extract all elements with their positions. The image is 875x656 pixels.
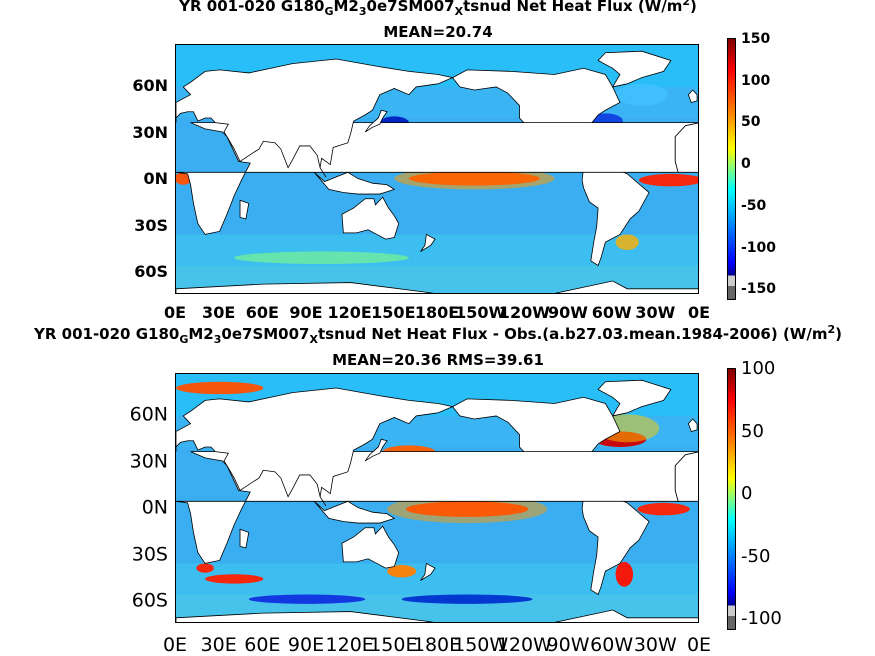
colorbar-tick-label: 50 [741, 420, 764, 442]
y-tick-label: 30N [132, 122, 168, 142]
land-africa-wrap [674, 122, 698, 173]
colorbar-tick-label: -50 [741, 545, 771, 567]
land-new-zealand [420, 233, 436, 252]
land-eurasia [176, 58, 454, 178]
y-tick-label: 60S [131, 589, 168, 612]
x-tick-label: 60W [590, 634, 634, 656]
blob-s-ocean-1 [248, 594, 366, 604]
x-tick-label: 150E [369, 634, 418, 656]
x-tick-label: 90E [287, 634, 325, 656]
x-tick-label: 150W [455, 303, 507, 322]
colorbar-1 [727, 38, 736, 300]
colorbar-tick-label: 50 [741, 114, 761, 131]
colorbar-tick-label: -100 [741, 239, 777, 256]
colorbar-tick-label: -150 [741, 281, 777, 298]
y-tick-label: 60S [134, 262, 168, 282]
blob-eq-atlantic [637, 502, 690, 516]
land-greenland [597, 50, 672, 88]
blob-brazil [615, 234, 639, 250]
blob-n-atlantic [615, 83, 668, 106]
colorbar-2 [727, 368, 736, 630]
land-indonesia [313, 171, 396, 195]
chart-2-subtitle: MEAN=20.36 RMS=39.61 [332, 351, 544, 369]
x-tick-label: 0E [162, 634, 188, 656]
y-tick-label: 60N [132, 75, 168, 95]
blob-tasman [387, 564, 417, 578]
x-tick-label: 0E [686, 634, 712, 656]
colorbar-tick-label: 150 [741, 31, 771, 47]
blob-arctic [176, 381, 264, 395]
y-tick-label: 0N [141, 496, 168, 519]
y-tick-label: 30N [129, 450, 168, 472]
x-tick-label: 120E [327, 303, 372, 322]
x-tick-label: 150E [371, 303, 416, 322]
y-tick-label: 0N [143, 169, 168, 189]
land-south-america [581, 162, 650, 267]
chart-1-title: YR 001-020 G180GM230e7SM007Xtsnud Net He… [179, 0, 697, 18]
colorbar-tick-label: -100 [741, 608, 782, 630]
x-tick-label: 0E [687, 303, 711, 322]
blob-eq-atlantic [638, 173, 698, 187]
y-tick-label: 30S [131, 543, 168, 566]
blob-eq-pacific-edge [387, 495, 548, 524]
x-tick-label: 90W [546, 634, 590, 656]
land-madagascar [239, 199, 250, 220]
colorbar-tick-label: 0 [741, 156, 751, 173]
map-1 [175, 44, 699, 294]
blob-eq-pacific-edge [394, 167, 555, 190]
x-tick-label: 150W [453, 634, 509, 656]
x-tick-label: 30W [635, 303, 676, 322]
map-1-svg [176, 45, 698, 293]
x-tick-label: 60E [245, 303, 279, 322]
land-australia [341, 525, 400, 569]
blob-s-ocean-2 [401, 594, 533, 604]
land-greenland [597, 379, 672, 417]
land-antarctica [176, 609, 698, 622]
y-tick-label: 30S [134, 215, 168, 235]
land-madagascar [239, 528, 250, 549]
x-tick-label: 180E [414, 303, 460, 322]
x-tick-label: 120W [498, 303, 550, 322]
land-africa-wrap [674, 451, 698, 502]
colorbar-tick-label: -50 [741, 197, 767, 214]
chart-1-subtitle: MEAN=20.74 [383, 23, 493, 41]
chart-2-title: YR 001-020 G180GM230e7SM007Xtsnud Net He… [34, 323, 842, 346]
blob-cape [196, 563, 214, 573]
colorbar-tick-label: 100 [741, 358, 776, 379]
land-uk [687, 418, 698, 432]
land-south-america [581, 491, 650, 596]
x-tick-label: 60W [591, 303, 632, 322]
x-tick-label: 120W [496, 634, 552, 656]
colorbar-tick-label: 0 [741, 483, 753, 505]
x-tick-label: 30W [633, 634, 677, 656]
x-tick-label: 30E [202, 303, 236, 322]
blob-s-ocean-red [205, 574, 264, 584]
x-tick-label: 30E [200, 634, 237, 656]
map-2 [175, 373, 699, 623]
land-japan [364, 438, 388, 462]
x-tick-label: 120E [325, 634, 374, 656]
land-indonesia [313, 500, 396, 524]
land-new-zealand [420, 562, 436, 581]
x-tick-label: 0E [163, 303, 187, 322]
x-tick-label: 180E [412, 634, 462, 656]
blob-brazil-malvinas [615, 561, 634, 587]
x-tick-label: 60E [244, 634, 281, 656]
land-eurasia [176, 387, 454, 507]
land-antarctica [176, 280, 698, 293]
land-africa [176, 451, 698, 564]
map-2-svg [176, 374, 698, 622]
x-tick-label: 90W [548, 303, 588, 322]
land-australia [341, 196, 400, 240]
x-tick-label: 90E [289, 303, 323, 322]
colorbar-tick-label: 100 [741, 72, 771, 89]
land-japan [364, 109, 388, 133]
blob-s-ocean [234, 251, 409, 264]
land-africa [176, 122, 698, 235]
y-tick-label: 60N [129, 403, 168, 426]
land-uk [687, 89, 698, 103]
